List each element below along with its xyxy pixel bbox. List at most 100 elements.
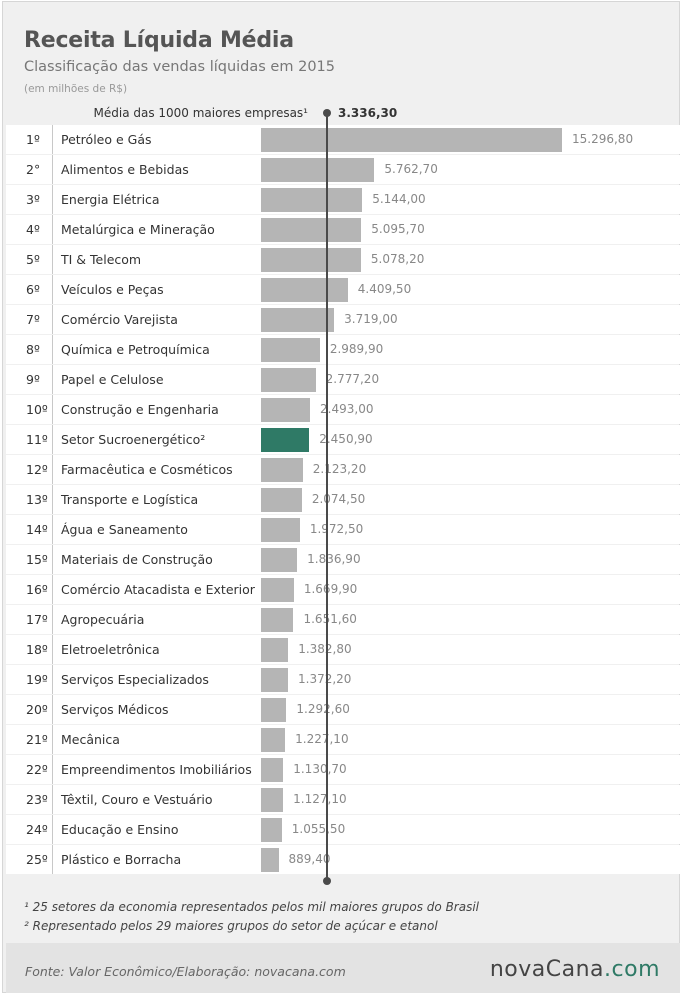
rank-label: 3º xyxy=(6,185,53,214)
chart-row: 6º Veículos e Peças 4.409,50 xyxy=(6,275,680,304)
sector-label: Setor Sucroenergético² xyxy=(61,432,206,447)
value-label: 2.123,20 xyxy=(312,462,367,476)
sector-label: Água e Saneamento xyxy=(61,522,188,537)
sector-label: Educação e Ensino xyxy=(61,822,179,837)
rank-label: 14º xyxy=(6,515,53,544)
rank-label: 5º xyxy=(6,245,53,274)
sector-label: Comércio Atacadista e Exterior xyxy=(61,582,255,597)
rank-label: 8º xyxy=(6,335,53,364)
rank-label: 24º xyxy=(6,815,53,844)
footnotes: ¹ 25 setores da economia representados p… xyxy=(24,898,479,936)
chart-row: 13º Transporte e Logística 2.074,50 xyxy=(6,485,680,514)
bar xyxy=(261,728,286,752)
value-label: 1.382,80 xyxy=(298,635,351,664)
chart-row: 20º Serviços Médicos 1.292,60 xyxy=(6,695,680,724)
value-label: 5.762,70 xyxy=(384,162,438,176)
rank-label: 18º xyxy=(6,635,53,664)
chart-row: 19º Serviços Especializados 1.372,20 xyxy=(6,665,680,694)
value-label: 2.493,00 xyxy=(320,402,374,416)
sector-label: Mecânica xyxy=(61,732,120,747)
chart-row: 9º Papel e Celulose 2.777,20 xyxy=(6,365,680,394)
sector-label: Energia Elétrica xyxy=(61,192,160,207)
sector-label: Eletroeletrônica xyxy=(61,642,160,657)
bar xyxy=(261,158,375,182)
average-label: Média das 1000 maiores empresas¹ xyxy=(93,106,309,120)
bar xyxy=(261,518,300,542)
value-label: 1.227,10 xyxy=(295,732,349,746)
sector-label: Petróleo e Gás xyxy=(61,132,152,147)
value-label: 5.144,00 xyxy=(372,192,426,206)
chart-row: 18º Eletroeletrônica 1.382,80 xyxy=(6,635,680,664)
value-label: 1.292,60 xyxy=(296,702,350,716)
value-label: 1.055,50 xyxy=(291,822,346,836)
bar xyxy=(261,398,311,422)
value-label: 1.130,70 xyxy=(293,762,347,776)
chart-row: 2° Alimentos e Bebidas 5.762,70 xyxy=(6,155,680,184)
sector-label: Serviços Especializados xyxy=(61,672,209,687)
sector-label: Farmacêutica e Cosméticos xyxy=(61,462,233,477)
sector-label: Têxtil, Couro e Vestuário xyxy=(61,792,213,807)
sector-label: Papel e Celulose xyxy=(61,372,164,387)
sector-label: Alimentos e Bebidas xyxy=(61,162,189,177)
rank-label: 1º xyxy=(6,125,53,154)
value-label: 1.972,50 xyxy=(309,522,364,536)
rank-label: 16º xyxy=(6,575,53,604)
bar xyxy=(261,278,348,302)
value-label: 3.719,00 xyxy=(344,312,398,326)
bar-highlighted xyxy=(261,428,310,452)
rank-label: 19º xyxy=(6,665,53,694)
footnote-1: ¹ 25 setores da economia representados p… xyxy=(24,900,480,914)
chart-row: 22º Empreendimentos Imobiliários 1.130,70 xyxy=(6,755,680,784)
rank-label: 17º xyxy=(6,605,53,634)
rank-label: 21º xyxy=(6,725,53,754)
novacana-logo: novaCana.com xyxy=(490,957,660,982)
chart-row: 1º Petróleo e Gás 15.296,80 xyxy=(6,125,680,154)
chart-row: 5º TI & Telecom 5.078,20 xyxy=(6,245,680,274)
sector-label: Veículos e Peças xyxy=(61,282,164,297)
average-value: 3.336,30 xyxy=(338,106,398,120)
value-label: 2.989,90 xyxy=(329,342,384,356)
sector-label: Construção e Engenharia xyxy=(61,402,219,417)
chart-row: 12º Farmacêutica e Cosméticos 2.123,20 xyxy=(6,455,680,484)
bar xyxy=(261,848,279,872)
average-reference-line xyxy=(325,113,328,881)
sector-label: Serviços Médicos xyxy=(61,702,169,717)
value-label: 889,40 xyxy=(288,852,331,866)
sector-label: Empreendimentos Imobiliários xyxy=(61,762,252,777)
chart-row: 16º Comércio Atacadista e Exterior 1.669,9… xyxy=(6,575,680,604)
chart-row: 10º Construção e Engenharia 2.493,00 xyxy=(6,395,680,424)
chart-row: 23º Têxtil, Couro e Vestuário 1.127,10 xyxy=(6,785,680,814)
chart-row: 24º Educação e Ensino 1.055,50 xyxy=(6,815,680,844)
rank-label: 10º xyxy=(6,395,53,424)
chart-row: 11º Setor Sucroenergético² 2.450,90 xyxy=(6,425,680,454)
rank-label: 6º xyxy=(6,275,53,304)
sector-label: Plástico e Borracha xyxy=(61,852,182,867)
unit-label: (em milhões de R$) xyxy=(24,83,128,95)
logo-domain-text: .com xyxy=(604,957,660,982)
rank-label: 20º xyxy=(6,695,53,724)
bar xyxy=(261,788,284,812)
value-label: 5.095,70 xyxy=(371,222,425,236)
value-label: 2.777,20 xyxy=(325,372,380,386)
value-label: 1.372,20 xyxy=(298,665,351,694)
sector-label: TI & Telecom xyxy=(61,252,142,267)
bar xyxy=(261,458,303,482)
chart-row: 3º Energia Elétrica 5.144,00 xyxy=(6,185,680,214)
value-label: 2.074,50 xyxy=(311,492,366,506)
sector-label: Comércio Varejista xyxy=(61,312,178,327)
value-label: 4.409,50 xyxy=(357,282,412,296)
bar xyxy=(261,548,298,572)
chart-row: 21º Mecânica 1.227,10 xyxy=(6,725,680,754)
sector-label: Transporte e Logística xyxy=(61,492,199,507)
value-label: 15.296,80 xyxy=(572,132,634,146)
value-label: 1.836,90 xyxy=(307,552,361,566)
chart-row: 7º Comércio Varejista 3.719,00 xyxy=(6,305,680,334)
rank-label: 7º xyxy=(6,305,53,334)
chart-row: 17º Agropecuária 1.651,60 xyxy=(6,605,680,634)
rank-label: 9º xyxy=(6,365,53,394)
bar xyxy=(261,488,302,512)
footnote-2: ² Representado pelos 29 maiores grupos d… xyxy=(24,919,438,933)
footer: Fonte: Valor Econômico/Elaboração: novac… xyxy=(6,943,680,993)
value-label: 5.078,20 xyxy=(370,252,425,266)
sector-label: Agropecuária xyxy=(61,612,145,627)
